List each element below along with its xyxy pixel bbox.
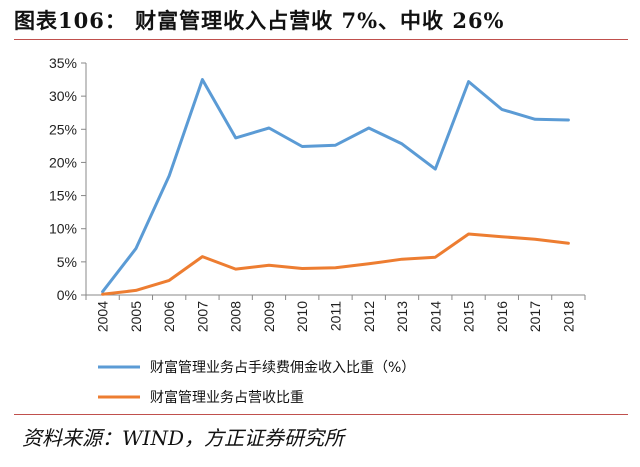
x-tick-label: 2009 <box>261 301 277 332</box>
y-tick-label: 35% <box>49 55 77 71</box>
x-tick-label: 2004 <box>95 301 111 332</box>
x-tick-label: 2016 <box>494 301 510 332</box>
y-tick-label: 5% <box>57 254 77 270</box>
series-line-1 <box>101 78 570 294</box>
figure-title: 图表106： 财富管理收入占营收 7%、中收 26% <box>14 8 505 33</box>
y-tick-label: 20% <box>49 154 77 170</box>
chart-series <box>101 78 570 296</box>
x-tick-label: 2012 <box>361 301 377 332</box>
legend-label-1: 财富管理业务占手续费佣金收入比重（%） <box>150 359 415 376</box>
y-axis-ticks: 0% 5% 10% 15% 20% 25% 30% 35% <box>49 55 86 303</box>
x-tick-label: 2011 <box>328 301 344 331</box>
x-tick-label: 2018 <box>560 301 576 332</box>
y-tick-label: 15% <box>49 188 77 204</box>
x-tick-label: 2015 <box>461 301 477 332</box>
y-tick-label: 25% <box>49 121 77 137</box>
title-divider <box>14 39 628 40</box>
chart-axes <box>85 63 585 296</box>
y-tick-label: 10% <box>49 221 77 237</box>
x-tick-label: 2014 <box>427 301 443 332</box>
series-line-2 <box>101 232 570 296</box>
x-tick-label: 2017 <box>527 301 543 332</box>
source-note: 资料来源：WIND，方正证券研究所 <box>22 426 344 450</box>
legend-label-2: 财富管理业务占营收比重 <box>150 389 304 406</box>
line-chart: 0%5%10%15%20%25%30%35% 2004 2005 2006 2007 2… <box>49 55 586 406</box>
y-tick-label: 30% <box>49 88 77 104</box>
x-tick-label: 2013 <box>394 301 410 332</box>
y-tick-label: 0% <box>57 287 77 303</box>
x-tick-label: 2005 <box>128 301 144 332</box>
x-tick-label: 2010 <box>294 301 310 332</box>
chart-legend: 财富管理业务占手续费佣金收入比重（%） 财富管理业务占营收比重 <box>98 359 415 406</box>
x-axis-ticks: 2004 2005 2006 2007 2008 2009 2010 2011 2012 2013… <box>85 295 586 332</box>
source-divider <box>14 414 628 415</box>
x-tick-label: 2006 <box>161 301 177 332</box>
x-tick-label: 2007 <box>194 301 210 332</box>
x-tick-label: 2008 <box>228 301 244 332</box>
